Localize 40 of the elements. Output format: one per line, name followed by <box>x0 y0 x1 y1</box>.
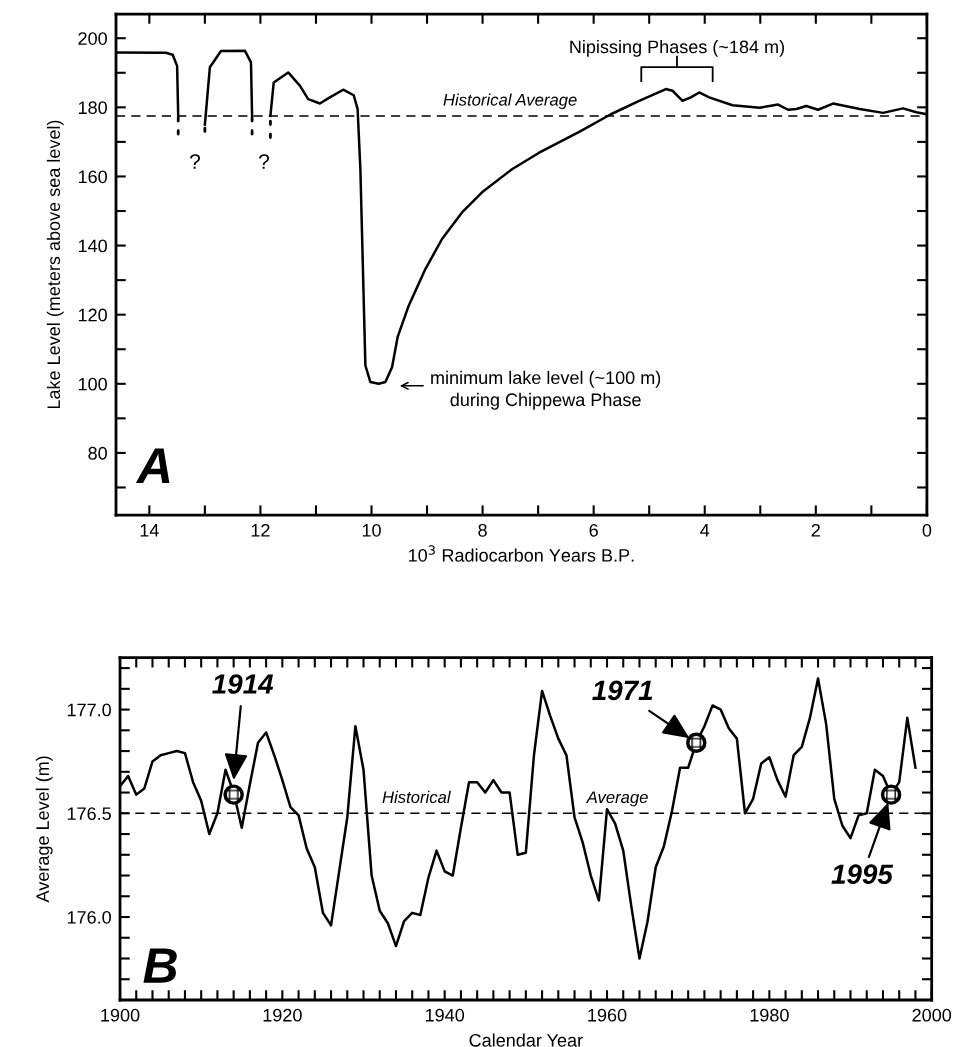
x-tick-label: 6 <box>589 523 598 537</box>
annotation: Historical <box>382 790 451 804</box>
annotation: B <box>143 948 177 983</box>
annotation: Average <box>585 791 648 807</box>
x-tick-label: 10 <box>362 523 381 537</box>
annotation: 1971 <box>592 680 653 701</box>
x-tick-label: 1940 <box>425 1008 465 1022</box>
annotation: Nipissing Phases (~184 m) <box>570 39 784 57</box>
x-tick-label: 0 <box>922 523 932 537</box>
x-tick-label: 14 <box>140 524 159 537</box>
x-axis-title: 10$^{3}$ Radiocarbon Years B.P. <box>408 545 634 562</box>
x-tick-label: 1980 <box>750 1008 789 1022</box>
annotation: ? <box>190 154 201 169</box>
annotation: ? <box>259 154 270 169</box>
y-axis-title: Lake Level (meters above sea level) <box>46 120 64 409</box>
y-tick-label: 176.0 <box>67 910 111 924</box>
ref-line-label: Historical Average <box>443 93 577 110</box>
x-tick-label: 2000 <box>912 1008 952 1022</box>
y-tick-label: 80 <box>88 446 107 460</box>
annotation: 1995 <box>831 864 894 885</box>
y-tick-label: 140 <box>78 239 107 253</box>
annotation: 1914 <box>212 674 274 694</box>
y-tick-label: 177.0 <box>67 703 111 717</box>
annotation: A <box>135 448 170 483</box>
x-axis-title: Calendar Year <box>469 1033 583 1047</box>
y-tick-label: 100 <box>78 377 107 391</box>
x-tick-label: 1960 <box>588 1008 627 1022</box>
y-tick-label: 176.5 <box>67 807 111 821</box>
x-tick-label: 1900 <box>101 1008 140 1022</box>
x-tick-label: 4 <box>700 524 710 537</box>
annotation: minimum lake level (~100 m) during Chippewa Phase <box>431 370 661 410</box>
x-tick-label: 2 <box>811 523 820 537</box>
y-axis-title: Average Level (m) <box>35 756 53 903</box>
y-tick-label: 120 <box>78 308 107 322</box>
y-tick-label: 200 <box>78 32 107 45</box>
x-tick-label: 1920 <box>263 1008 302 1022</box>
x-tick-label: 12 <box>251 523 270 537</box>
y-tick-label: 160 <box>78 170 107 184</box>
y-tick-label: 180 <box>78 101 107 115</box>
x-tick-label: 8 <box>478 523 487 537</box>
